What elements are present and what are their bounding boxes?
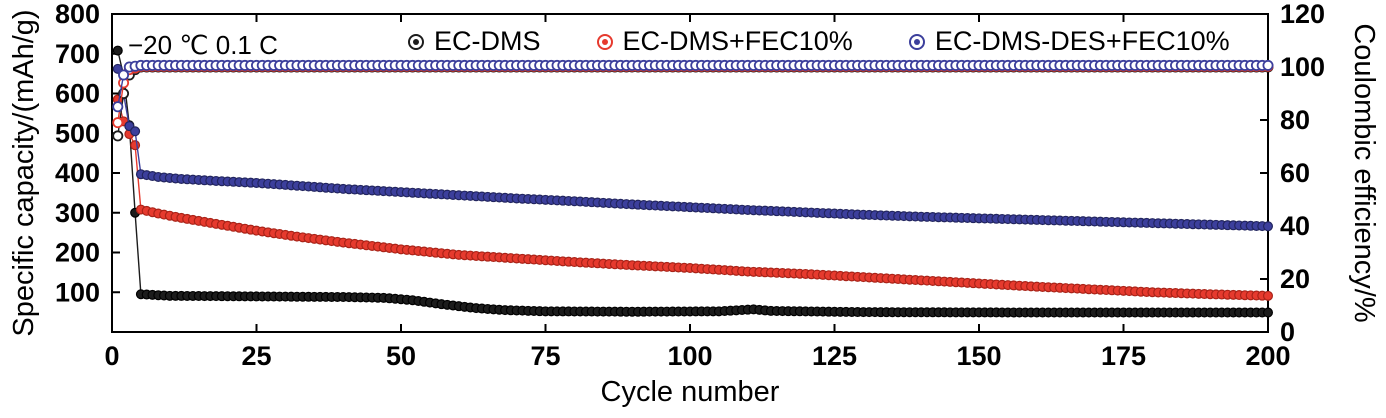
legend-dot-icon xyxy=(601,38,608,45)
left-y-tick-label: 800 xyxy=(55,0,100,29)
marker-filled xyxy=(112,45,123,56)
marker-filled xyxy=(1262,290,1273,301)
x-tick-label: 75 xyxy=(530,341,560,371)
left-y-axis-title: Specific capacity/(mAh/g) xyxy=(8,9,40,337)
marker-filled xyxy=(130,126,141,137)
series-line xyxy=(117,65,1268,123)
marker-filled xyxy=(130,140,141,151)
right-y-tick-label: 100 xyxy=(1280,52,1325,82)
legend-dot-icon xyxy=(413,38,419,45)
left-y-tick-label: 400 xyxy=(55,158,100,188)
marker-open xyxy=(112,117,124,129)
x-axis-title: Cycle number xyxy=(600,376,780,408)
chart-legend: EC-DMS EC-DMS+FEC10% EC-DMS-DES+FEC10% xyxy=(408,26,1230,57)
legend-dot-icon xyxy=(913,38,920,45)
right-y-tick-label: 80 xyxy=(1280,105,1310,135)
legend-item: EC-DMS-DES+FEC10% xyxy=(908,26,1230,57)
left-y-tick-label: 200 xyxy=(55,238,100,268)
left-y-tick-label: 500 xyxy=(55,118,100,148)
legend-label: EC-DMS+FEC10% xyxy=(622,26,853,56)
right-y-tick-label: 0 xyxy=(1280,317,1295,347)
legend-marker-icon xyxy=(408,33,424,50)
marker-open xyxy=(112,130,124,142)
x-tick-label: 175 xyxy=(1101,341,1146,371)
legend-item: EC-DMS xyxy=(408,26,541,57)
legend-label: EC-DMS xyxy=(434,26,541,56)
right-y-tick-label: 120 xyxy=(1280,0,1325,29)
x-tick-label: 50 xyxy=(386,341,416,371)
marker-open xyxy=(1262,59,1274,71)
legend-marker-icon xyxy=(908,33,925,50)
marker-filled xyxy=(1262,307,1273,318)
marker-filled xyxy=(1262,221,1273,232)
left-y-tick-label: 300 xyxy=(55,198,100,228)
right-y-axis-title: Coulombic efficiency/% xyxy=(1348,23,1380,323)
left-y-tick-label: 600 xyxy=(55,79,100,109)
series-line xyxy=(117,68,1269,227)
x-tick-label: 25 xyxy=(241,341,271,371)
legend-label: EC-DMS-DES+FEC10% xyxy=(934,26,1230,56)
legend-item: EC-DMS+FEC10% xyxy=(596,26,853,57)
series-line xyxy=(117,66,1268,136)
x-tick-label: 0 xyxy=(104,341,119,371)
x-tick-label: 150 xyxy=(956,341,1001,371)
chart-annotation: −20 ℃ 0.1 C xyxy=(128,30,278,60)
left-y-tick-label: 100 xyxy=(55,277,100,307)
right-y-tick-label: 60 xyxy=(1280,158,1310,188)
right-y-tick-label: 20 xyxy=(1280,264,1310,294)
left-y-tick-label: 700 xyxy=(55,39,100,69)
marker-open xyxy=(118,69,130,81)
legend-marker-icon xyxy=(596,33,613,50)
x-tick-label: 125 xyxy=(812,341,857,371)
marker-open xyxy=(112,101,124,113)
x-tick-label: 100 xyxy=(667,341,712,371)
right-y-tick-label: 40 xyxy=(1280,211,1310,241)
x-tick-label: 200 xyxy=(1245,341,1290,371)
